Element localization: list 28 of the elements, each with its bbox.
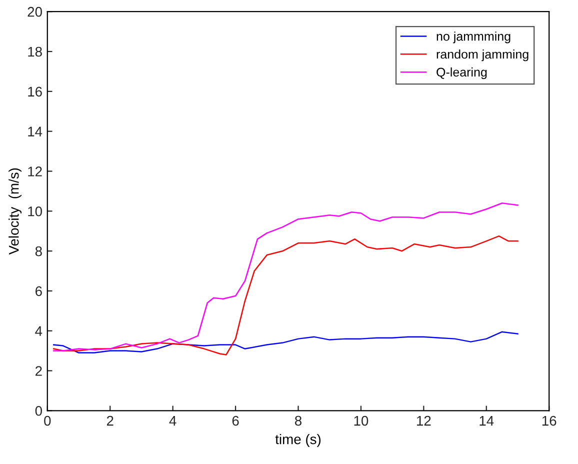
y-tick-label: 6 [36, 286, 42, 296]
x-tick-label: 10 [354, 416, 368, 426]
y-tick-label: 2 [36, 366, 42, 376]
y-tick-label: 20 [28, 6, 42, 17]
x-tick-label: 0 [44, 416, 51, 426]
x-tick-label: 14 [480, 416, 494, 426]
line-series [53, 331, 518, 354]
x-tick-label: 4 [169, 416, 176, 426]
y-tick-label: 18 [28, 46, 42, 57]
y-axis-title: Velocity (m/s) [8, 168, 22, 255]
y-tick-label: 14 [28, 126, 42, 136]
x-tick-label: 6 [232, 416, 239, 426]
legend-label: random jamming [436, 50, 528, 62]
y-tick-label: 0 [35, 406, 42, 416]
x-tick-label: 8 [294, 416, 302, 426]
x-axis-title: time (s) [275, 434, 321, 447]
y-tick-label: 8 [35, 246, 42, 256]
legend-label: no jammming [436, 32, 510, 44]
y-tick-label: 4 [35, 326, 42, 336]
x-tick-label: 16 [542, 416, 556, 426]
y-tick-label: 10 [28, 206, 42, 216]
legend-label: Q-learing [436, 67, 487, 80]
y-tick-label: 12 [28, 166, 42, 176]
x-tick-label: 2 [106, 416, 114, 426]
line-series [53, 202, 518, 352]
y-tick-label: 16 [28, 86, 42, 97]
x-tick-label: 12 [417, 416, 431, 426]
line-series [53, 235, 518, 356]
